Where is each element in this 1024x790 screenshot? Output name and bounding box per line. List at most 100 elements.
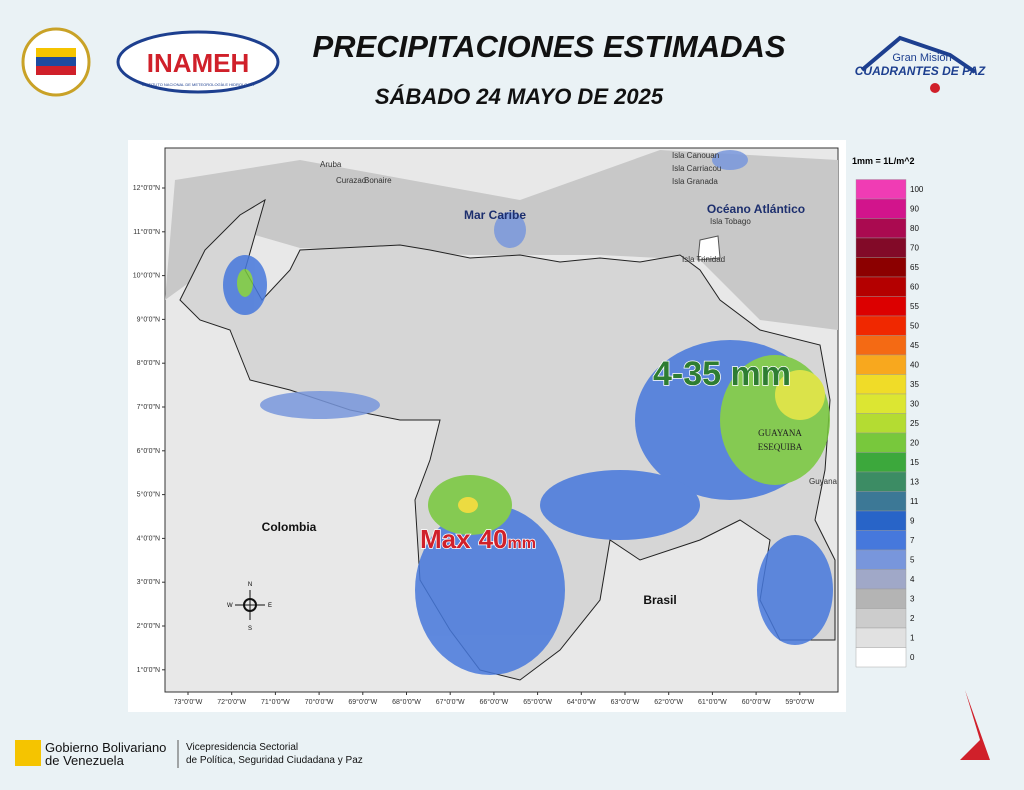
legend-swatch — [855, 608, 907, 629]
legend-label: 40 — [910, 361, 919, 370]
footer-gov: Gobierno Bolivariano — [45, 740, 166, 755]
lat-label: 2°0'0"N — [137, 622, 160, 630]
region-label: ESEQUIBA — [758, 442, 803, 452]
lon-label: 66°0'0"W — [479, 698, 508, 706]
annotation-range: 4-35 mm — [653, 355, 791, 393]
legend-label: 2 — [910, 614, 915, 623]
legend-swatch — [855, 296, 907, 317]
legend-label: 9 — [910, 517, 915, 526]
venezuela — [179, 198, 836, 681]
legend-swatch — [855, 335, 907, 356]
lon-label: 61°0'0"W — [698, 698, 727, 706]
lat-label: 4°0'0"N — [137, 534, 160, 542]
lon-label: 60°0'0"W — [742, 698, 771, 706]
sea-label: Mar Caribe — [464, 208, 526, 222]
lat-label: 3°0'0"N — [137, 578, 160, 586]
legend-swatch — [855, 354, 907, 375]
rain-blue — [712, 150, 748, 170]
legend-swatch — [855, 276, 907, 297]
legend-swatch — [855, 198, 907, 219]
compass-s: S — [248, 626, 252, 632]
footer-gov: de Venezuela — [45, 753, 125, 768]
legend-swatch — [855, 257, 907, 278]
lon-label: 67°0'0"W — [436, 698, 465, 706]
gov-logo — [15, 740, 41, 766]
legend-label: 35 — [910, 380, 919, 389]
annotation-max-unit: mm — [508, 535, 536, 552]
legend-label: 4 — [910, 575, 915, 584]
legend-label: 60 — [910, 283, 919, 292]
island-label: Isla Carriacou — [672, 164, 721, 173]
island-label: Bonaire — [364, 176, 392, 185]
legend-label: 55 — [910, 302, 919, 311]
lon-label: 65°0'0"W — [523, 698, 552, 706]
country-label: Guyana — [809, 477, 838, 486]
compass-e: E — [268, 603, 272, 609]
lat-label: 11°0'0"N — [133, 228, 160, 236]
legend-swatch — [855, 432, 907, 453]
legend-title: 1mm = 1L/m^2 — [852, 156, 915, 166]
legend-label: 1 — [910, 634, 915, 643]
subtitle: SÁBADO 24 MAYO DE 2025 — [375, 84, 664, 109]
legend-swatch — [855, 452, 907, 473]
island-label: Isla Trinidad — [682, 255, 725, 264]
legend-swatch — [855, 393, 907, 414]
rain-areas — [223, 150, 833, 675]
inameh-sub: INSTITUTO NACIONAL DE METEOROLOGÍA E HID… — [142, 82, 255, 87]
annotation-max: Max 40mm — [420, 524, 536, 554]
legend-label: 50 — [910, 322, 919, 331]
footer-vice: de Política, Seguridad Ciudadana y Paz — [186, 755, 363, 766]
legend-label: 30 — [910, 400, 919, 409]
lon-label: 64°0'0"W — [567, 698, 596, 706]
legend-swatch — [855, 218, 907, 239]
legend-swatch — [855, 588, 907, 609]
legend-swatch — [855, 179, 907, 200]
legend-swatch — [855, 471, 907, 492]
legend: 1009080706560555045403530252015131197543… — [855, 179, 924, 668]
legend-swatch — [855, 315, 907, 336]
region-label: GUAYANA — [758, 428, 802, 438]
legend-label: 90 — [910, 205, 919, 214]
lat-label: 8°0'0"N — [137, 359, 160, 367]
legend-label: 0 — [910, 653, 915, 662]
legend-label: 70 — [910, 244, 919, 253]
island-label: Aruba — [320, 160, 342, 169]
legend-swatch — [855, 627, 907, 648]
legend-label: 3 — [910, 595, 915, 604]
lat-label: 6°0'0"N — [137, 447, 160, 455]
annotation-max-value: 40 — [479, 524, 508, 554]
legend-label: 80 — [910, 224, 919, 233]
pin — [930, 83, 940, 93]
lon-label: 63°0'0"W — [611, 698, 640, 706]
compass-w: W — [227, 603, 233, 609]
legend-swatch — [855, 374, 907, 395]
compass-n: N — [248, 582, 252, 588]
lon-label: 70°0'0"W — [305, 698, 334, 706]
legend-label: 5 — [910, 556, 915, 565]
legend-label: 100 — [910, 185, 924, 194]
legend-swatch — [855, 647, 907, 668]
country-label: Colombia — [262, 520, 317, 534]
island-label: Isla Canouan — [672, 151, 719, 160]
legend-label: 65 — [910, 263, 919, 272]
inameh-text: INAMEH — [147, 48, 250, 78]
compass-cross — [235, 590, 265, 620]
lat-label: 1°0'0"N — [137, 666, 160, 674]
rain-yellow — [458, 497, 478, 513]
legend-label: 45 — [910, 341, 919, 350]
lat-label: 10°0'0"N — [133, 272, 160, 280]
mision-logo-arc — [860, 35, 977, 74]
legend-label: 15 — [910, 458, 919, 467]
legend-label: 13 — [910, 478, 919, 487]
compass: N E S W — [227, 582, 272, 632]
lon-label: 62°0'0"W — [654, 698, 683, 706]
island-label: Isla Granada — [672, 177, 718, 186]
sea-label: Océano Atlántico — [707, 202, 805, 216]
legend-label: 7 — [910, 536, 915, 545]
rain-blue — [494, 212, 526, 248]
lon-label: 73°0'0"W — [174, 698, 203, 706]
legend-label: 25 — [910, 419, 919, 428]
flag-stripe — [36, 57, 76, 66]
